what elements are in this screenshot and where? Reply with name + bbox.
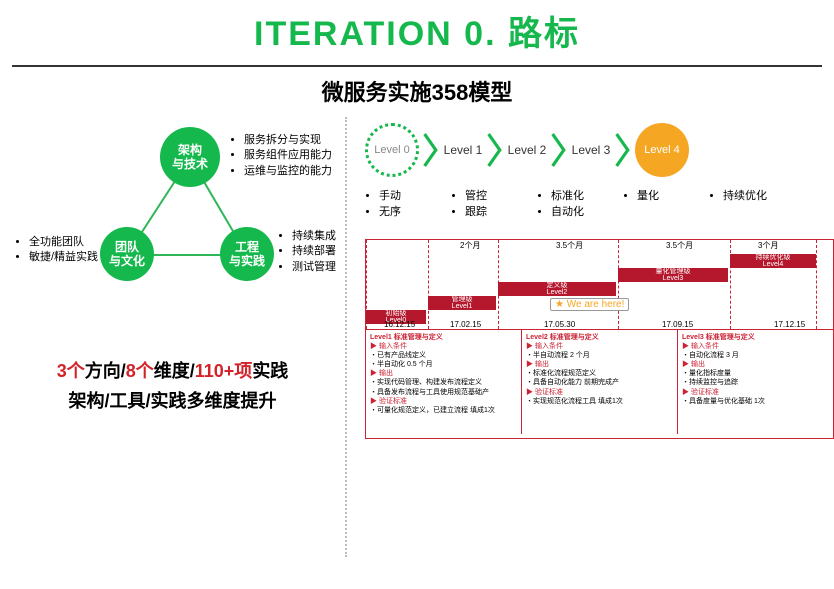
timeline-box: 2个月3.5个月3.5个月3个月初始级Level0管理级Level1定义级Lev… <box>365 239 834 439</box>
timeline-desc-col-1: Level2 标准管理与定义▶ 输入条件・半自动流程 2 个月▶ 输出・标准化流… <box>522 330 678 434</box>
duration-label: 3.5个月 <box>666 240 693 251</box>
left-panel: 架构 与技术服务拆分与实现服务组件应用能力运维与监控的能力团队 与文化全功能团队… <box>0 117 345 557</box>
levels-desc-row: 手动无序管控跟踪标准化自动化量化持续优化 <box>365 187 834 219</box>
level-desc-item: 标准化 <box>551 187 617 203</box>
gantt-bar-level2: 定义级Level2 <box>498 282 616 296</box>
bullet-item: 全功能团队 <box>29 235 98 250</box>
triangle-node-team: 团队 与文化 <box>100 227 154 281</box>
level-desc-3: 量化 <box>623 187 703 219</box>
timeline-date: 17.02.15 <box>450 320 481 329</box>
we-are-here-marker: ★ We are here! <box>550 298 629 311</box>
level-desc-item: 量化 <box>637 187 703 203</box>
bullet-item: 敏捷/精益实践 <box>29 250 98 265</box>
level-desc-1: 管控跟踪 <box>451 187 531 219</box>
level-desc-item: 持续优化 <box>723 187 789 203</box>
subtitle: 微服务实施358模型 <box>0 75 834 107</box>
bullet-item: 测试管理 <box>292 260 336 275</box>
timeline-desc-col-2: Level3 标准管理与定义▶ 输入条件・自动化流程 3 月▶ 输出・量化指标度… <box>678 330 833 434</box>
level-desc-2: 标准化自动化 <box>537 187 617 219</box>
chevron-icon <box>487 123 503 177</box>
triangle-node-team-bullets: 全功能团队敏捷/精益实践 <box>15 235 98 266</box>
level-desc-0: 手动无序 <box>365 187 445 219</box>
triangle-node-eng-bullets: 持续集成持续部署测试管理 <box>278 229 336 275</box>
gantt-bar-level4: 持续优化级Level4 <box>730 254 816 268</box>
title-divider <box>12 65 822 67</box>
level-badge-0: Level 0 <box>365 123 419 177</box>
triangle-node-arch-bullets: 服务拆分与实现服务组件应用能力运维与监控的能力 <box>230 133 332 179</box>
timeline-vline <box>428 240 429 329</box>
chevron-icon <box>551 123 567 177</box>
gantt-bar-level3: 量化管理级Level3 <box>618 268 728 282</box>
level-desc-4: 持续优化 <box>709 187 789 219</box>
duration-label: 2个月 <box>460 240 480 251</box>
duration-label: 3个月 <box>758 240 778 251</box>
timeline-date: 17.09.15 <box>662 320 693 329</box>
level-badge-4: Level 4 <box>635 123 689 177</box>
levels-row: Level 0 Level 1 Level 2 Level 3 Level 4 <box>365 123 834 177</box>
triangle-node-arch: 架构 与技术 <box>160 127 220 187</box>
level-desc-item: 手动 <box>379 187 445 203</box>
timeline-date: 17.05.30 <box>544 320 575 329</box>
summary-block: 3个方向/8个维度/110+项实践 架构/工具/实践多维度提升 <box>0 357 345 413</box>
triangle-diagram: 架构 与技术服务拆分与实现服务组件应用能力运维与监控的能力团队 与文化全功能团队… <box>20 127 340 307</box>
level-desc-item: 管控 <box>465 187 531 203</box>
timeline-vline <box>618 240 619 329</box>
summary-line2: 架构/工具/实践多维度提升 <box>0 387 345 413</box>
gantt-chart: 2个月3.5个月3.5个月3个月初始级Level0管理级Level1定义级Lev… <box>366 240 833 330</box>
timeline-desc-col-0: Level1 标准管理与定义▶ 输入条件・已有产品线定义・半自动化 0.5 个月… <box>366 330 522 434</box>
bullet-item: 持续集成 <box>292 229 336 244</box>
gantt-bar-level1: 管理级Level1 <box>428 296 496 310</box>
chevron-icon <box>423 123 439 177</box>
bullet-item: 服务组件应用能力 <box>244 148 332 163</box>
bullet-item: 持续部署 <box>292 244 336 259</box>
right-panel: Level 0 Level 1 Level 2 Level 3 Level 4 手动无序… <box>345 117 834 557</box>
level-label-3: Level 3 <box>571 143 611 157</box>
page-title: ITERATION 0. 路标 <box>0 6 834 55</box>
duration-label: 3.5个月 <box>556 240 583 251</box>
level-desc-item: 自动化 <box>551 203 617 219</box>
bullet-item: 运维与监控的能力 <box>244 164 332 179</box>
timeline-date: 17.12.15 <box>774 320 805 329</box>
level-label-1: Level 1 <box>443 143 483 157</box>
timeline-vline <box>816 240 817 329</box>
timeline-date: 16.12.15 <box>384 320 415 329</box>
level-label-2: Level 2 <box>507 143 547 157</box>
level-desc-item: 跟踪 <box>465 203 531 219</box>
bullet-item: 服务拆分与实现 <box>244 133 332 148</box>
summary-line1: 3个方向/8个维度/110+项实践 <box>0 357 345 383</box>
triangle-node-eng: 工程 与实践 <box>220 227 274 281</box>
timeline-descriptions: Level1 标准管理与定义▶ 输入条件・已有产品线定义・半自动化 0.5 个月… <box>366 330 833 434</box>
chevron-icon <box>615 123 631 177</box>
level-desc-item: 无序 <box>379 203 445 219</box>
